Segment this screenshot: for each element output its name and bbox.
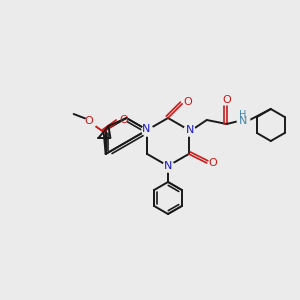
Text: N: N	[164, 161, 172, 171]
Text: N: N	[186, 125, 194, 135]
Text: N: N	[238, 116, 247, 126]
Text: N: N	[142, 124, 150, 134]
Text: O: O	[84, 116, 93, 126]
Text: O: O	[208, 158, 217, 168]
Text: O: O	[222, 95, 231, 105]
Text: O: O	[119, 115, 128, 125]
Text: O: O	[184, 97, 193, 107]
Text: H: H	[239, 110, 247, 120]
